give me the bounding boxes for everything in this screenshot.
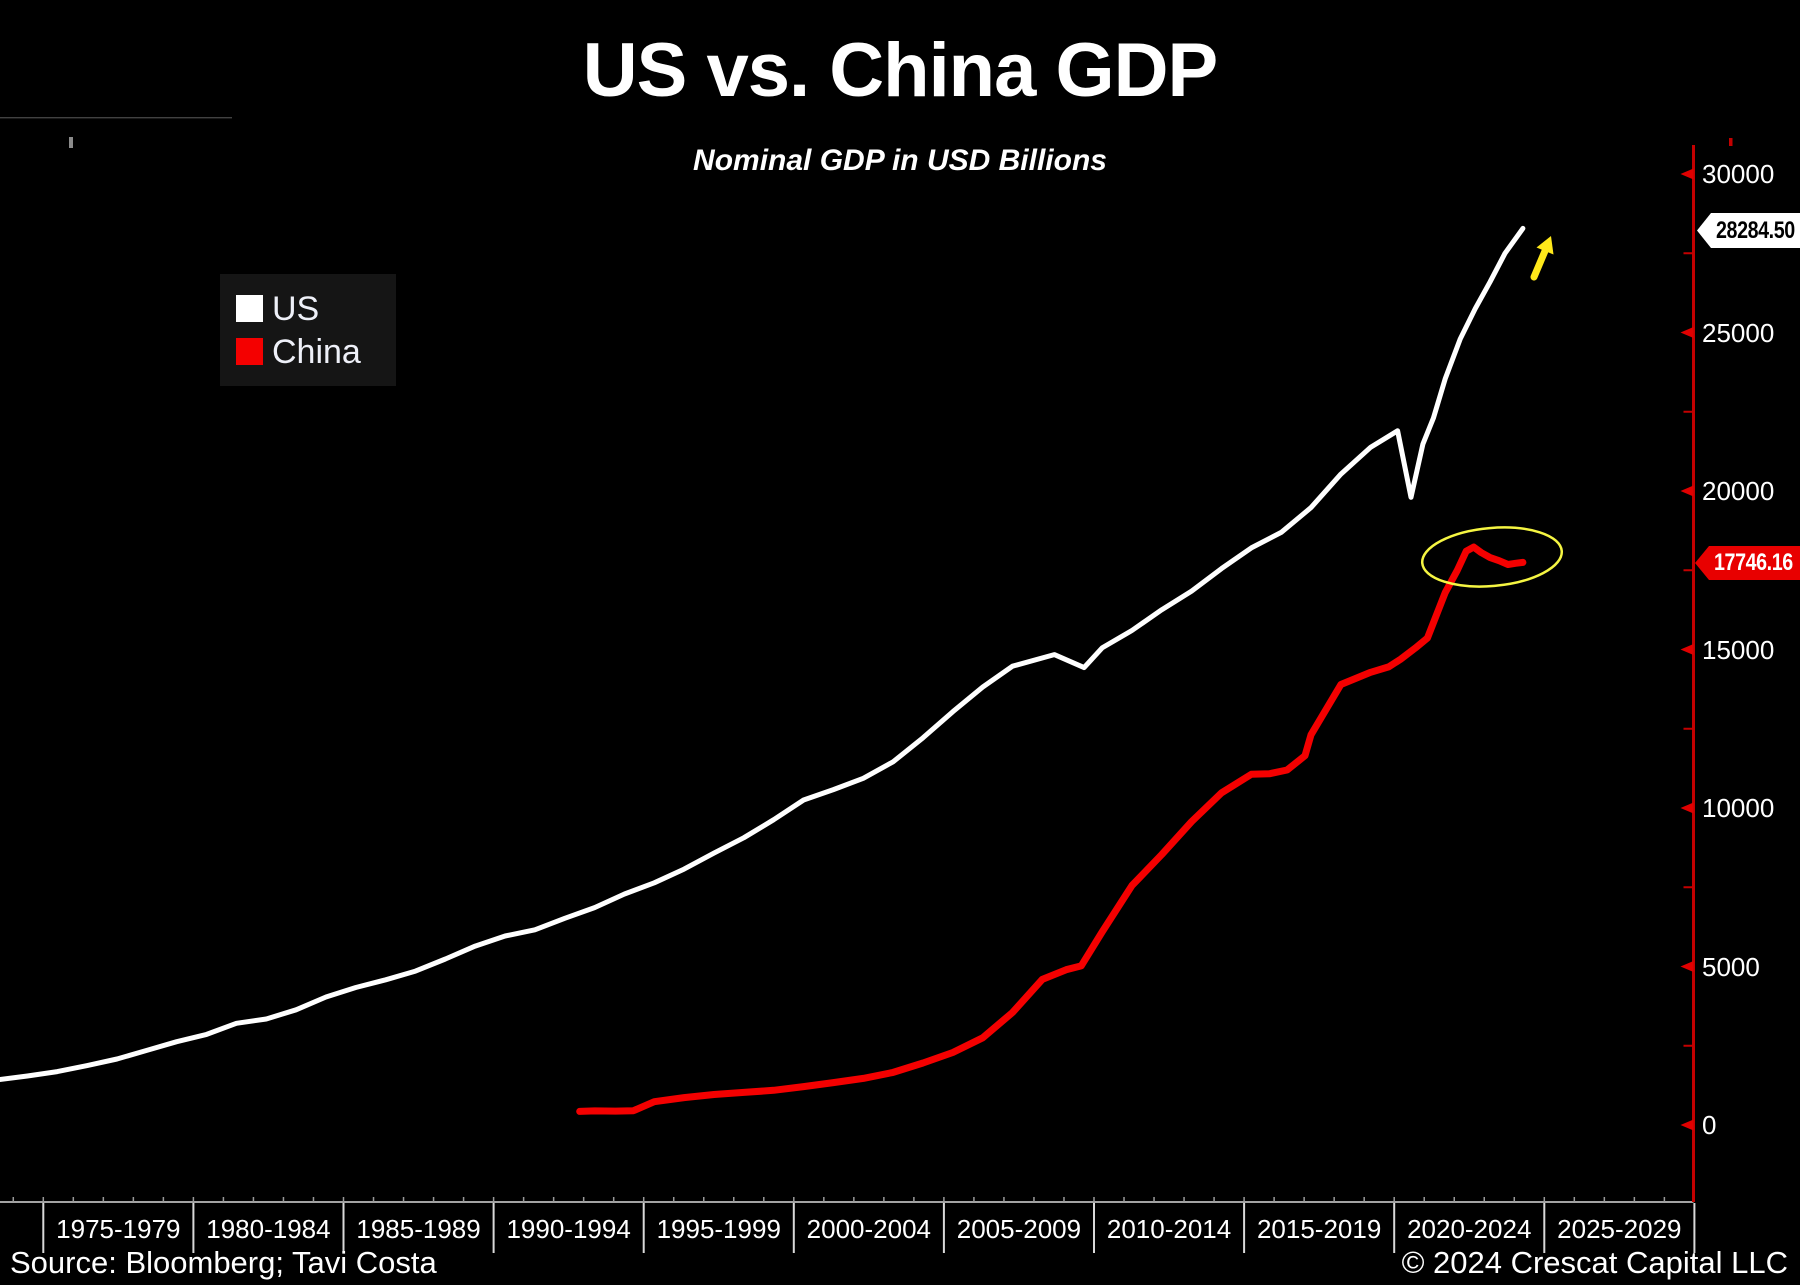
highlight-ellipse-annotation xyxy=(1420,526,1564,588)
x-axis-label: 2010-2014 xyxy=(1106,1214,1232,1244)
x-axis-label: 2015-2019 xyxy=(1256,1214,1382,1244)
y-axis-major-tick xyxy=(1680,644,1694,655)
x-axis-label: 2020-2024 xyxy=(1407,1214,1532,1244)
us-latest-value-badge: 28284.50 xyxy=(1697,213,1800,248)
legend-item-china: China xyxy=(236,335,396,369)
y-axis-tick-label: 5000 xyxy=(1702,951,1760,982)
up-arrow-annotation xyxy=(1530,247,1549,281)
y-axis-major-tick xyxy=(1680,327,1694,338)
x-axis-label: 1985-1989 xyxy=(356,1214,481,1244)
x-axis-label: 2025-2029 xyxy=(1557,1214,1682,1244)
china-latest-value-badge: 17746.16 xyxy=(1695,546,1800,580)
us-gdp-line xyxy=(0,225,1526,1083)
y-axis-major-tick xyxy=(1680,1119,1694,1131)
x-axis-label: 1990-1994 xyxy=(506,1214,631,1244)
topleft-faint-line xyxy=(0,117,232,119)
y-axis-tick-label: 20000 xyxy=(1702,476,1775,506)
up-arrow-annotation-head xyxy=(1536,236,1554,255)
source-credit: Source: Bloomberg; Tavi Costa xyxy=(10,1245,437,1280)
legend-label-us: US xyxy=(272,289,320,328)
y-axis-tick-label: 0 xyxy=(1702,1110,1717,1140)
china-swatch-icon xyxy=(236,338,263,365)
page-title: US vs. China GDP xyxy=(582,28,1218,113)
legend-label-china: China xyxy=(272,332,361,371)
y-axis-top-tick xyxy=(1729,138,1733,146)
y-axis-major-tick xyxy=(1680,961,1694,972)
us-swatch-icon xyxy=(236,295,263,322)
x-axis-label: 1975-1979 xyxy=(56,1214,181,1244)
y-axis-tick-label: 10000 xyxy=(1702,793,1775,823)
copyright-notice: © 2024 Crescat Capital LLC xyxy=(1401,1245,1788,1280)
y-axis-major-tick xyxy=(1680,168,1694,180)
y-axis-major-tick xyxy=(1680,802,1694,814)
x-axis-label: 2000-2004 xyxy=(806,1214,932,1244)
x-axis-label: 1980-1984 xyxy=(206,1214,331,1244)
chart-subtitle: Nominal GDP in USD Billions xyxy=(693,144,1107,177)
china-gdp-line xyxy=(576,543,1527,1115)
topleft-tick-artifact xyxy=(69,137,73,148)
legend-item-us: US xyxy=(236,292,396,326)
y-axis-tick-label: 30000 xyxy=(1702,159,1775,189)
x-axis-label: 1995-1999 xyxy=(656,1214,781,1244)
y-axis-tick-label: 15000 xyxy=(1702,634,1775,665)
legend: US China xyxy=(220,274,396,386)
y-axis-major-tick xyxy=(1680,485,1694,497)
x-axis-label: 2005-2009 xyxy=(956,1214,1082,1244)
y-axis-tick-label: 25000 xyxy=(1702,317,1775,348)
